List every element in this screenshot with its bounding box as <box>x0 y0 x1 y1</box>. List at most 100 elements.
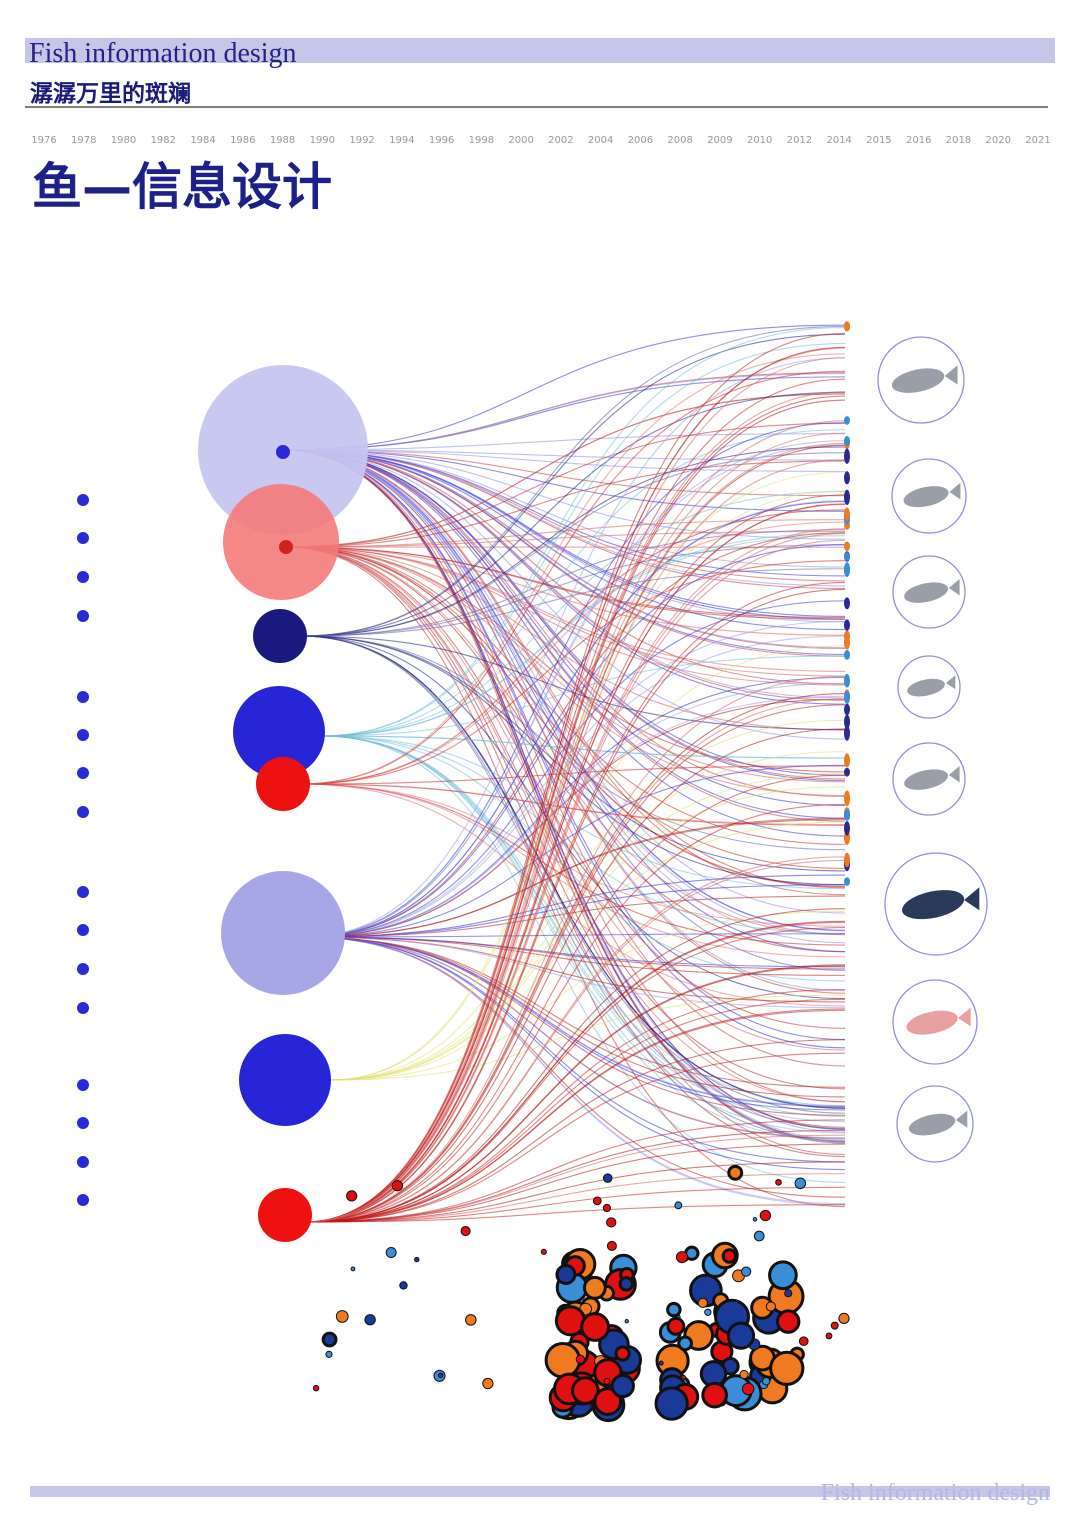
fish-body <box>907 678 945 697</box>
flow-line <box>304 357 846 938</box>
source-bubble <box>239 1034 331 1126</box>
scatter-bubble <box>460 1226 471 1237</box>
flow-line <box>304 936 846 1088</box>
fish-tail <box>955 1110 968 1128</box>
flow-line <box>329 645 846 1081</box>
flow-line <box>304 332 846 1223</box>
year-label: 1982 <box>151 135 176 146</box>
side-dot <box>77 1079 89 1091</box>
scatter-bubble <box>697 1297 708 1308</box>
flow-line <box>304 1009 846 1223</box>
scatter-bubble <box>677 1335 693 1352</box>
side-dot <box>77 532 89 544</box>
flow-line <box>304 1119 846 1223</box>
flow-line <box>282 449 846 1156</box>
scatter-bubble <box>391 1180 404 1192</box>
flow-line <box>299 353 846 785</box>
scatter-bubble <box>658 1360 664 1366</box>
scatter-bubble <box>580 1312 611 1342</box>
target-dot <box>844 703 850 716</box>
fish-body <box>904 582 948 603</box>
year-label: 1990 <box>310 135 335 146</box>
fish-body <box>904 769 948 790</box>
decoration <box>77 321 988 1423</box>
flow-line <box>285 546 846 773</box>
target-dot <box>844 767 850 777</box>
flow-line <box>304 420 846 1223</box>
flow-line <box>285 546 846 731</box>
flow-line <box>285 530 846 548</box>
scatter-bubble <box>794 1177 807 1190</box>
flow-line <box>299 635 846 731</box>
scatter-bubble <box>414 1256 420 1263</box>
year-label: 2004 <box>588 135 613 146</box>
flow-line <box>299 446 846 637</box>
flow-line <box>299 370 846 785</box>
flow-line <box>304 1052 846 1223</box>
year-label: 1996 <box>429 135 454 146</box>
scatter-bubble <box>624 1319 629 1324</box>
year-label: 1998 <box>469 135 494 146</box>
target-dot <box>844 507 850 522</box>
flow-line <box>329 490 846 1081</box>
year-label: 2000 <box>508 135 533 146</box>
flow-line <box>285 546 846 887</box>
flow-line <box>304 1039 846 1223</box>
flow-line <box>282 449 846 512</box>
year-label: 1984 <box>190 135 215 146</box>
scatter-bubble <box>838 1312 850 1325</box>
year-label: 1978 <box>71 135 96 146</box>
year-label: 2021 <box>1025 135 1050 146</box>
target-dot <box>844 597 850 610</box>
target-dot <box>844 821 850 836</box>
flow-line <box>304 378 846 1223</box>
scatter-bubble <box>606 1217 617 1228</box>
flow-line <box>285 546 846 845</box>
flow-line <box>304 803 846 1223</box>
scatter-bubble <box>666 1316 686 1336</box>
flow-line <box>285 546 846 636</box>
scatter-bubble <box>704 1308 712 1316</box>
footer: Fish information design <box>821 1480 1050 1506</box>
flow-line <box>304 501 846 938</box>
scatter-bubble <box>753 1230 765 1242</box>
flow-line <box>319 735 846 1142</box>
source-dot <box>276 445 290 459</box>
source-bubble <box>223 484 339 600</box>
flow-line <box>282 449 846 740</box>
year-label: 1980 <box>111 135 136 146</box>
fish-body <box>902 890 965 920</box>
target-dot <box>844 552 850 561</box>
flow-line <box>299 544 846 637</box>
scatter-bubble <box>666 1301 682 1318</box>
side-dot <box>77 494 89 506</box>
scatter-bubble <box>740 1266 752 1277</box>
target-dot <box>844 416 850 425</box>
flow-line <box>304 1204 846 1223</box>
flow-line <box>304 503 846 1223</box>
flow-lines <box>282 324 846 1223</box>
flow-line <box>319 490 846 737</box>
year-label: 2015 <box>866 135 891 146</box>
scatter-bubble <box>727 1164 744 1181</box>
flow-line <box>329 719 846 1081</box>
flow-line <box>285 546 846 936</box>
flow-line <box>329 751 846 1081</box>
scatter-bubble <box>312 1384 320 1392</box>
flow-line <box>319 327 846 737</box>
flow-line <box>285 546 846 686</box>
flow-line <box>304 936 846 968</box>
subtitle: 潺潺万里的斑斓 <box>30 80 191 107</box>
flow-line <box>285 422 846 548</box>
side-dot <box>77 610 89 622</box>
target-dot <box>844 790 850 807</box>
flow-line <box>299 783 846 927</box>
flow-line <box>304 936 846 1009</box>
scatter-bubble <box>606 1240 617 1251</box>
target-dot <box>844 471 850 485</box>
year-label: 1988 <box>270 135 295 146</box>
fish-tail <box>948 579 960 596</box>
flow-line <box>304 357 846 1223</box>
target-dot <box>844 635 850 650</box>
scatter-bubble <box>325 1350 333 1358</box>
